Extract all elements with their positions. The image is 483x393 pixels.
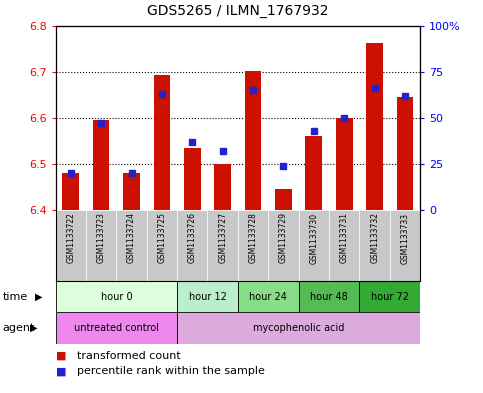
- Bar: [305, 136, 322, 210]
- Bar: [329, 210, 359, 281]
- Bar: [238, 281, 298, 312]
- Text: GSM1133732: GSM1133732: [370, 212, 379, 263]
- Bar: [177, 312, 420, 344]
- Text: ▶: ▶: [30, 323, 38, 333]
- Bar: [298, 210, 329, 281]
- Text: mycophenolic acid: mycophenolic acid: [253, 323, 344, 333]
- Text: hour 24: hour 24: [249, 292, 287, 302]
- Text: ▶: ▶: [35, 292, 43, 302]
- Bar: [390, 210, 420, 281]
- Text: GSM1133725: GSM1133725: [157, 212, 167, 263]
- Text: percentile rank within the sample: percentile rank within the sample: [77, 366, 265, 376]
- Text: GSM1133724: GSM1133724: [127, 212, 136, 263]
- Bar: [359, 210, 390, 281]
- Text: GSM1133731: GSM1133731: [340, 212, 349, 263]
- Text: hour 0: hour 0: [100, 292, 132, 302]
- Text: hour 48: hour 48: [310, 292, 348, 302]
- Bar: [62, 173, 79, 210]
- Bar: [116, 210, 147, 281]
- Text: GSM1133727: GSM1133727: [218, 212, 227, 263]
- Text: GDS5265 / ILMN_1767932: GDS5265 / ILMN_1767932: [147, 4, 328, 18]
- Bar: [268, 210, 298, 281]
- Bar: [298, 281, 359, 312]
- Bar: [177, 210, 208, 281]
- Text: ■: ■: [56, 366, 66, 376]
- Text: GSM1133728: GSM1133728: [249, 212, 257, 263]
- Text: time: time: [2, 292, 28, 302]
- Bar: [366, 43, 383, 210]
- Bar: [275, 189, 292, 210]
- Text: transformed count: transformed count: [77, 351, 181, 361]
- Bar: [214, 164, 231, 210]
- Bar: [359, 281, 420, 312]
- Text: GSM1133723: GSM1133723: [97, 212, 106, 263]
- Bar: [397, 97, 413, 210]
- Bar: [336, 118, 353, 210]
- Bar: [208, 210, 238, 281]
- Text: GSM1133729: GSM1133729: [279, 212, 288, 263]
- Bar: [184, 148, 200, 210]
- Bar: [245, 71, 261, 210]
- Bar: [154, 75, 170, 210]
- Text: agent: agent: [2, 323, 35, 333]
- Bar: [56, 281, 177, 312]
- Bar: [238, 210, 268, 281]
- Text: GSM1133726: GSM1133726: [188, 212, 197, 263]
- Text: GSM1133733: GSM1133733: [400, 212, 410, 263]
- Text: hour 72: hour 72: [371, 292, 409, 302]
- Bar: [177, 281, 238, 312]
- Text: hour 12: hour 12: [188, 292, 227, 302]
- Text: GSM1133722: GSM1133722: [66, 212, 75, 263]
- Bar: [123, 173, 140, 210]
- Text: ■: ■: [56, 351, 66, 361]
- Text: untreated control: untreated control: [74, 323, 159, 333]
- Text: GSM1133730: GSM1133730: [309, 212, 318, 263]
- Bar: [56, 312, 177, 344]
- Bar: [56, 210, 86, 281]
- Bar: [86, 210, 116, 281]
- Bar: [93, 120, 110, 210]
- Bar: [147, 210, 177, 281]
